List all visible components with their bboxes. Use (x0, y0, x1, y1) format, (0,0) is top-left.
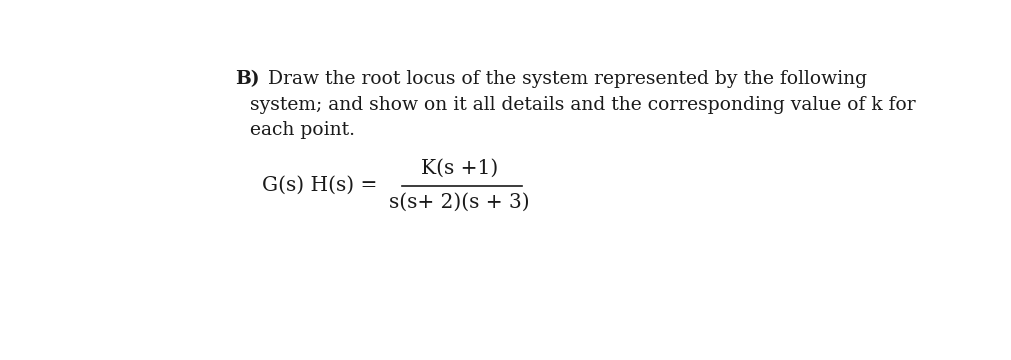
Text: each point.: each point. (251, 121, 355, 139)
Text: system; and show on it all details and the corresponding value of k for: system; and show on it all details and t… (251, 95, 915, 113)
Text: Draw the root locus of the system represented by the following: Draw the root locus of the system repres… (268, 70, 866, 88)
Text: s(s+ 2)(s + 3): s(s+ 2)(s + 3) (389, 193, 530, 212)
Text: G(s) H(s) =: G(s) H(s) = (262, 176, 377, 195)
Text: K(s +1): K(s +1) (421, 159, 497, 178)
Text: B): B) (235, 70, 259, 88)
